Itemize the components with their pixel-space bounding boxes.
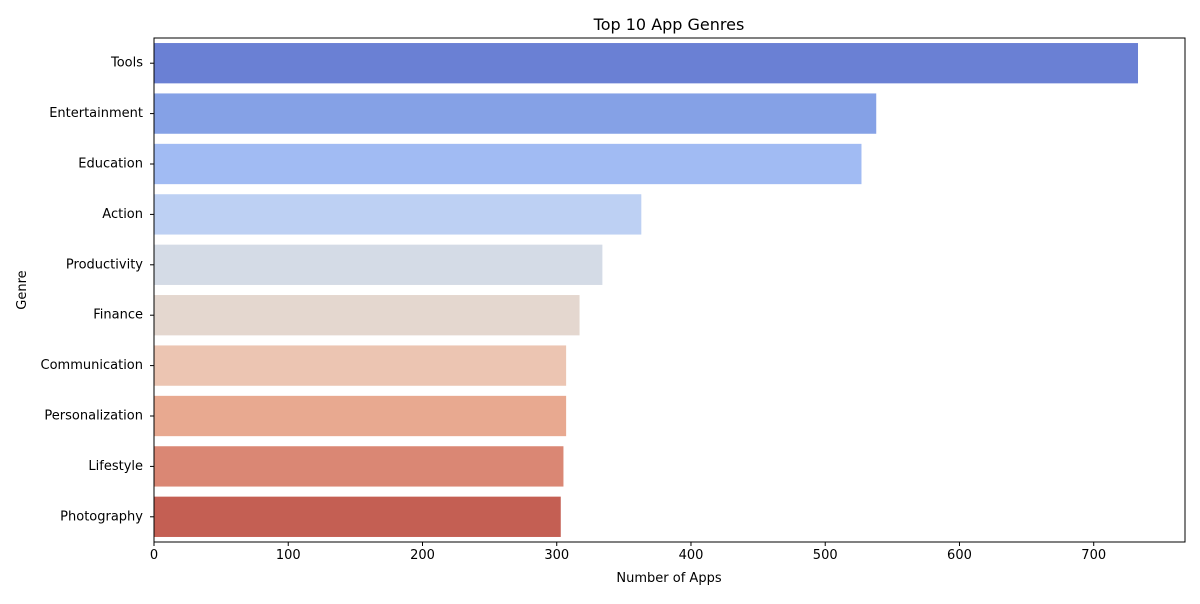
y-tick-label-action: Action — [102, 207, 143, 222]
x-tick-label-700: 700 — [1081, 548, 1106, 563]
y-tick-label-entertainment: Entertainment — [49, 106, 143, 121]
y-tick-label-finance: Finance — [93, 308, 143, 323]
y-axis-ticks: Tools Entertainment Education Action Product… — [41, 56, 154, 524]
x-tick-label-200: 200 — [410, 548, 435, 563]
bars-group — [154, 43, 1139, 537]
bar-entertainment — [154, 93, 877, 134]
chart-title: Top 10 App Genres — [593, 15, 745, 34]
y-tick-label-personalization: Personalization — [44, 409, 143, 424]
x-tick-label-400: 400 — [679, 548, 704, 563]
bar-productivity — [154, 244, 603, 285]
x-tick-label-300: 300 — [544, 548, 569, 563]
x-tick-label-500: 500 — [813, 548, 838, 563]
bar-personalization — [154, 395, 567, 437]
bar-finance — [154, 295, 580, 336]
y-tick-label-productivity: Productivity — [66, 257, 143, 272]
x-axis-ticks: 0 100 200 300 400 500 600 700 — [150, 542, 1106, 563]
bar-action — [154, 194, 642, 235]
y-tick-label-photography: Photography — [60, 509, 143, 524]
x-tick-label-0: 0 — [150, 548, 158, 563]
bar-education — [154, 143, 862, 185]
y-tick-label-tools: Tools — [110, 56, 143, 71]
plot-frame — [153, 37, 1186, 543]
y-tick-label-communication: Communication — [41, 358, 143, 373]
y-tick-label-education: Education — [78, 157, 143, 172]
bar-lifestyle — [154, 446, 564, 487]
x-tick-label-600: 600 — [947, 548, 972, 563]
y-tick-label-lifestyle: Lifestyle — [88, 459, 143, 474]
y-axis-label: Genre — [15, 270, 30, 309]
bar-tools — [154, 43, 1139, 84]
x-axis-label: Number of Apps — [616, 571, 721, 586]
x-tick-label-100: 100 — [276, 548, 301, 563]
bar-communication — [154, 345, 567, 386]
bar-photography — [154, 496, 561, 537]
